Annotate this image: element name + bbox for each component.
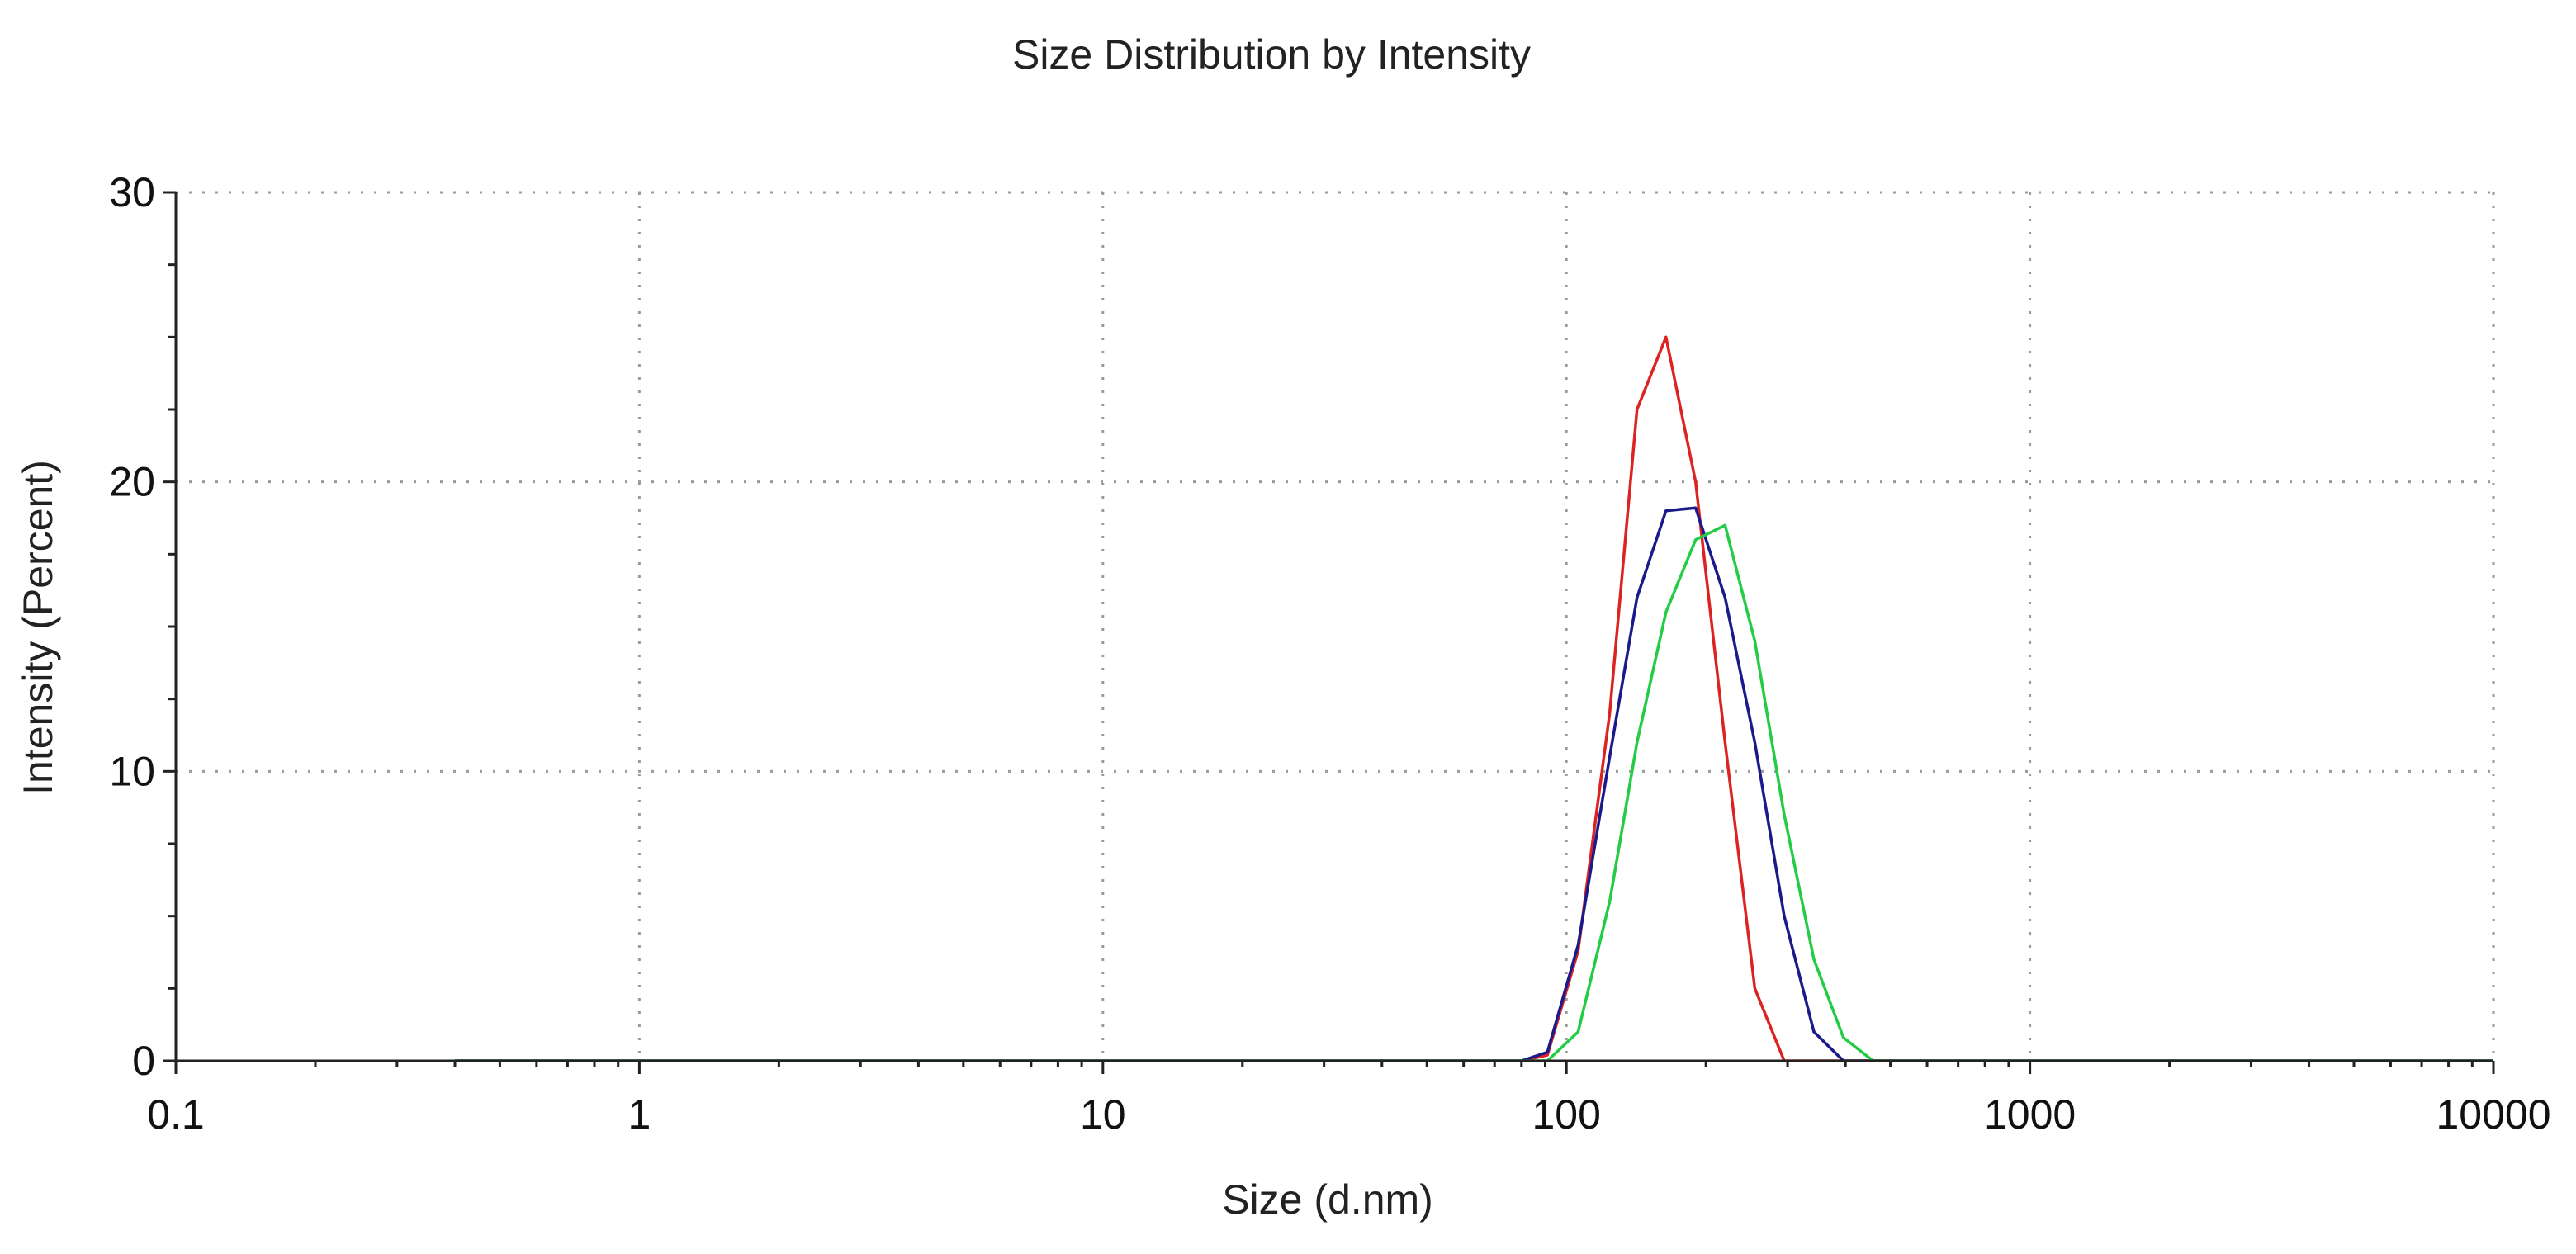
series-layer [455,335,2493,1062]
y-tick-label: 10 [109,748,155,794]
x-tick-label: 10000 [2436,1091,2550,1138]
series-line-2 [455,506,2493,1062]
tick-labels: 0.1 1 10 100 1000 10000 0 10 20 30 [109,169,2550,1138]
x-tick-label: 0.1 [147,1091,205,1138]
x-tick-label: 10 [1080,1091,1126,1138]
x-tick-label: 1 [627,1091,651,1138]
x-axis-label: Size (d.nm) [1222,1176,1433,1223]
x-tick-label: 100 [1532,1091,1600,1138]
series-line-3 [455,523,2493,1062]
y-tick-label: 0 [132,1038,155,1084]
y-axis-label: Intensity (Percent) [15,460,61,795]
x-tick-label: 1000 [1984,1091,2076,1138]
series-line-1 [455,335,2493,1062]
y-tick-label: 20 [109,459,155,505]
axes [163,191,2495,1074]
y-tick-label: 30 [109,169,155,215]
chart-title: Size Distribution by Intensity [1012,31,1531,78]
grid-lines [176,191,2495,1061]
